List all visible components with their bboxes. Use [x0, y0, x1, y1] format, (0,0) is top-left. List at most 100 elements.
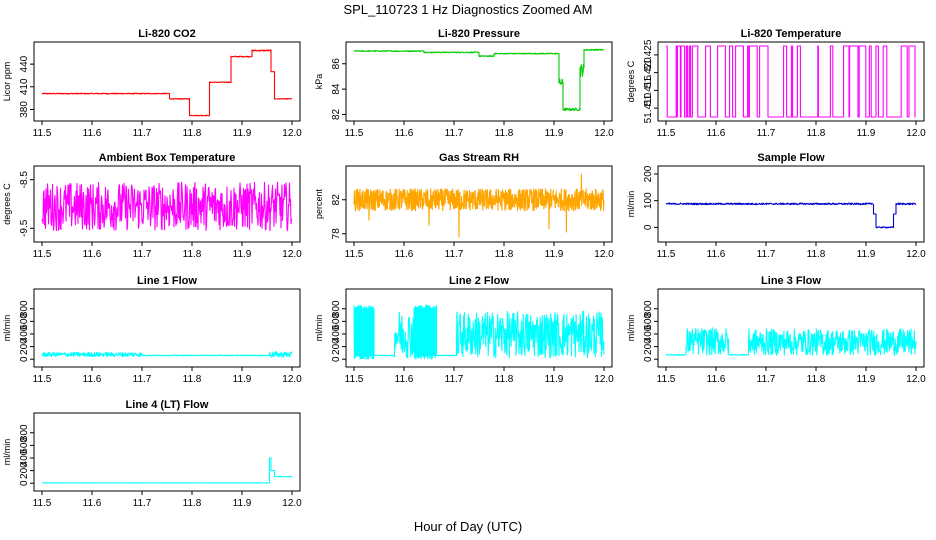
data-series-box_temp: [41, 181, 293, 232]
y-tick-label: 0: [19, 480, 30, 486]
x-tick-label: 11.9: [545, 374, 564, 385]
x-tick-label: 11.8: [495, 128, 514, 139]
x-tick-label: 12.0: [906, 128, 926, 139]
x-tick-label: 11.5: [33, 128, 52, 139]
x-tick-label: 11.8: [495, 249, 514, 260]
data-series-co2: [41, 49, 293, 117]
data-series-rh: [353, 173, 605, 238]
x-tick-label: 11.8: [183, 498, 202, 509]
x-tick-label: 11.7: [445, 128, 464, 139]
x-tick-label: 12.0: [282, 498, 302, 509]
panel-line4: Line 4 (LT) Flow 11.5 11.6 11.7 11.8 11.9 12.0…: [2, 399, 302, 509]
x-tick-label: 11.7: [133, 498, 152, 509]
y-axis-label: percent: [314, 188, 324, 219]
panel-line3: Line 3 Flow 11.5 11.6 11.7 11.8 11.9 12.0 02004…: [626, 275, 926, 385]
x-tick-label: 11.5: [657, 374, 676, 385]
y-axis-label: kPa: [314, 74, 324, 90]
y-axis-label: ml/min: [2, 315, 12, 342]
panel-title: Line 1 Flow: [137, 275, 197, 287]
panel-title: Li-820 Pressure: [438, 28, 520, 40]
y-tick-label: 82: [331, 108, 342, 120]
x-tick-label: 11.5: [345, 374, 364, 385]
y-tick-label: 200: [643, 165, 654, 182]
y-tick-label: 0: [19, 356, 30, 362]
x-tick-label: 11.6: [83, 498, 102, 509]
x-tick-label: 11.8: [807, 128, 826, 139]
panel-title: Line 4 (LT) Flow: [126, 399, 209, 411]
x-tick-label: 11.6: [707, 374, 726, 385]
y-tick-label: 100: [643, 192, 654, 209]
panel-licor_temp: Li-820 Temperature 11.5 11.6 11.7 11.8 11.9 12…: [626, 28, 926, 139]
y-tick-label: 600: [643, 313, 654, 330]
data-series-licor_temp: [666, 45, 916, 118]
y-tick-label: 600: [331, 313, 342, 330]
y-axis-label: Licor ppm: [2, 62, 12, 102]
y-tick-label: 86: [331, 58, 342, 70]
x-tick-label: 11.7: [445, 374, 464, 385]
x-tick-label: 11.5: [33, 249, 52, 260]
x-tick-label: 11.6: [83, 374, 102, 385]
panel-pressure: Li-820 Pressure 11.5 11.6 11.7 11.8 11.9 12.0 8…: [314, 28, 614, 139]
x-tick-label: 11.9: [233, 128, 252, 139]
figure-title: SPL_110723 1 Hz Diagnostics Zoomed AM: [343, 2, 592, 17]
plot-frame: [657, 165, 925, 243]
x-tick-label: 11.7: [133, 249, 152, 260]
y-tick-label: 800: [19, 300, 30, 317]
x-tick-label: 11.9: [857, 374, 876, 385]
x-tick-label: 11.9: [545, 249, 564, 260]
data-series-sample_flow: [665, 202, 917, 229]
x-tick-label: 12.0: [282, 249, 302, 260]
y-axis-label: degrees C: [2, 183, 12, 225]
plot-frame: [33, 412, 301, 492]
x-tick-label: 11.5: [657, 249, 676, 260]
x-tick-label: 12.0: [594, 374, 614, 385]
figure-xlabel: Hour of Day (UTC): [414, 519, 522, 534]
x-tick-label: 11.7: [757, 374, 776, 385]
x-tick-label: 11.8: [183, 374, 202, 385]
y-tick-label: 380: [19, 101, 30, 118]
x-tick-label: 11.6: [395, 374, 414, 385]
x-tick-label: 11.8: [807, 374, 826, 385]
panel-rh: Gas Stream RH 11.5 11.6 11.7 11.8 11.9 12.0 78 8…: [314, 152, 614, 260]
y-tick-label: 78: [331, 228, 342, 240]
y-tick-label: 600: [19, 437, 30, 454]
x-tick-label: 11.5: [33, 374, 52, 385]
y-tick-label: 0: [643, 224, 654, 230]
x-tick-label: 12.0: [594, 249, 614, 260]
x-tick-label: 11.6: [83, 128, 102, 139]
y-tick-label: 51.425: [643, 39, 654, 70]
y-tick-label: 400: [643, 325, 654, 342]
y-tick-label: 440: [19, 55, 30, 72]
plot-frame: [345, 288, 613, 368]
x-tick-label: 11.9: [233, 498, 252, 509]
y-tick-label: 200: [643, 338, 654, 355]
y-tick-label: 800: [331, 300, 342, 317]
x-tick-label: 12.0: [282, 128, 302, 139]
x-tick-label: 11.9: [545, 128, 564, 139]
panel-co2: Li-820 CO2 11.5 11.6 11.7 11.8 11.9 12.0 380 410…: [2, 28, 302, 139]
y-tick-label: 51.410: [643, 92, 654, 123]
x-tick-label: 11.8: [183, 128, 202, 139]
x-tick-label: 11.6: [83, 249, 102, 260]
data-series-line2: [353, 304, 605, 360]
x-tick-label: 11.5: [345, 128, 364, 139]
panel-title: Ambient Box Temperature: [99, 152, 236, 164]
x-tick-label: 12.0: [282, 374, 302, 385]
plot-frame: [657, 41, 925, 122]
x-tick-label: 11.7: [445, 249, 464, 260]
x-tick-label: 11.8: [807, 249, 826, 260]
x-tick-label: 12.0: [906, 374, 926, 385]
y-tick-label: 200: [331, 338, 342, 355]
y-tick-label: 200: [19, 338, 30, 355]
plot-frame: [345, 41, 613, 122]
y-tick-label: 400: [331, 325, 342, 342]
x-tick-label: 11.7: [757, 128, 776, 139]
panel-title: Gas Stream RH: [439, 152, 519, 164]
y-axis-label: ml/min: [2, 439, 12, 466]
data-series-line4: [41, 457, 293, 484]
x-tick-label: 11.6: [707, 249, 726, 260]
data-series-pressure: [353, 48, 605, 112]
x-tick-label: 11.7: [133, 374, 152, 385]
y-tick-label: -8.5: [19, 171, 30, 189]
x-tick-label: 11.7: [757, 249, 776, 260]
